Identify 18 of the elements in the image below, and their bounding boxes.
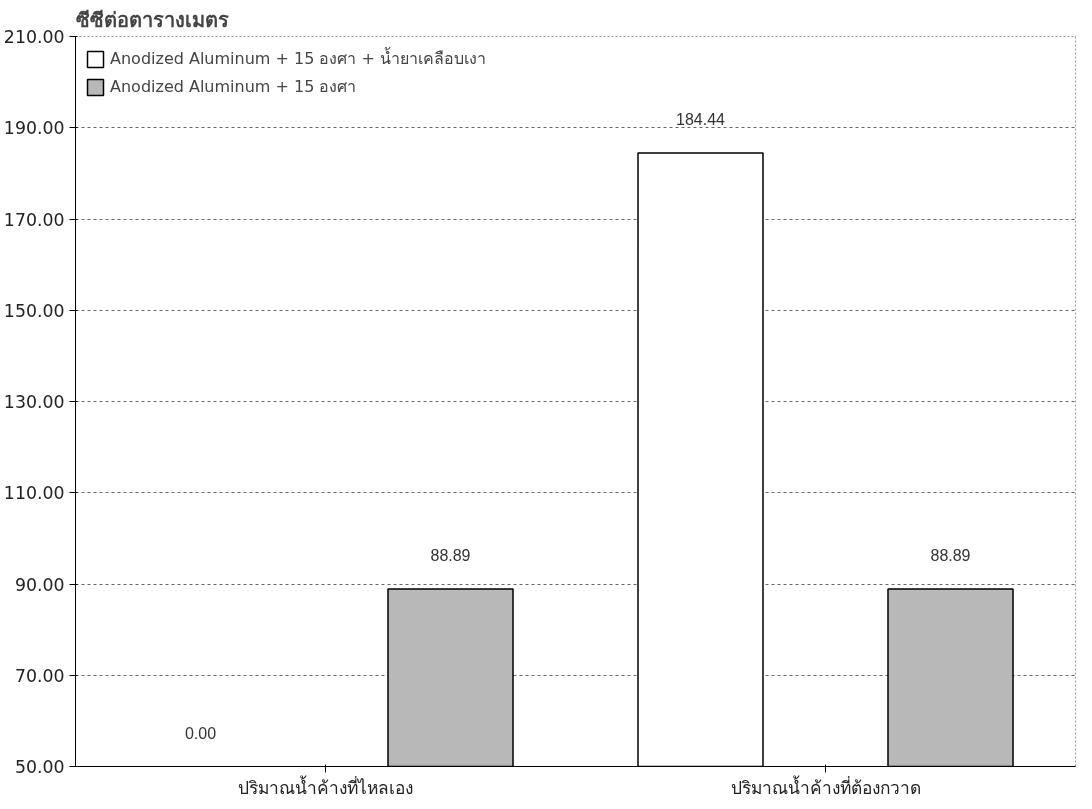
data-label: 88.89 — [930, 547, 971, 565]
y-tick-label: 150.00 — [3, 300, 65, 321]
x-tick-label: ปริมาณน้ำค้างที่ต้องกวาด — [730, 774, 921, 798]
y-tick-label: 110.00 — [3, 483, 65, 504]
y-axis-title: ซีซีต่อตารางเมตร — [75, 7, 229, 32]
y-tick-label: 70.00 — [14, 665, 65, 686]
y-tick-label: 90.00 — [14, 574, 65, 595]
y-tick-label: 210.00 — [3, 27, 65, 47]
y-tick-label: 130.00 — [3, 392, 65, 412]
text: 0.00 — [184, 724, 217, 742]
data-label: 184.44 — [676, 111, 726, 129]
y-tick-label: 50.00 — [14, 757, 65, 777]
y-tick-label: 190.00 — [3, 118, 65, 139]
legend-label: Anodized Aluminum + 15 องศา + น้ำยาเคลือบเงา — [110, 46, 486, 70]
legend-label: Anodized Aluminum + 15 องศา — [110, 76, 357, 98]
data-label: 88.89 — [430, 547, 471, 565]
x-tick-label: ปริมาณน้ำค้างที่ไหลเอง — [238, 774, 413, 798]
y-tick-label: 170.00 — [3, 209, 65, 230]
